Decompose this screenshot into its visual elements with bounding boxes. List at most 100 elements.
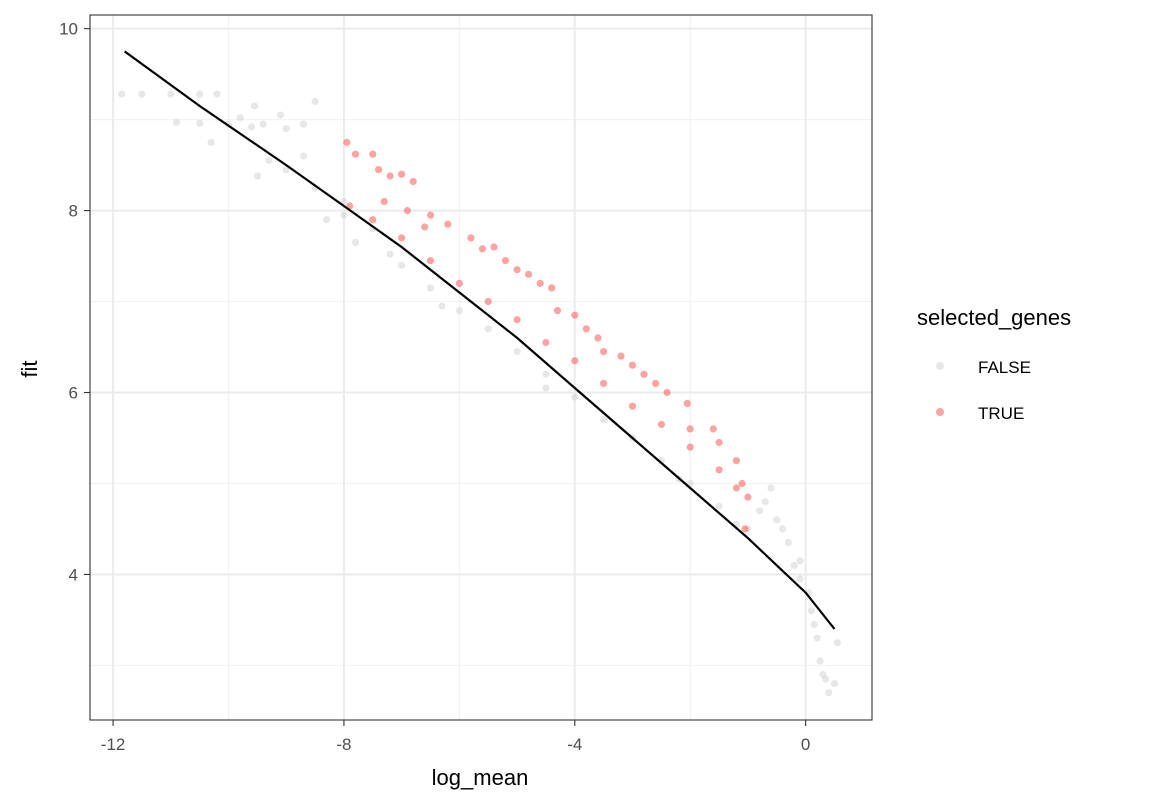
data-point-true bbox=[686, 443, 694, 451]
data-point-true bbox=[398, 170, 406, 178]
data-point-true bbox=[525, 270, 533, 278]
data-point-false bbox=[542, 370, 550, 378]
data-point-true bbox=[628, 361, 637, 369]
data-point-true bbox=[467, 234, 475, 242]
data-point-false bbox=[386, 250, 394, 258]
data-point-true bbox=[715, 466, 723, 474]
y-tick-label: 10 bbox=[59, 20, 78, 39]
data-point-true bbox=[369, 216, 377, 224]
data-point-true bbox=[683, 399, 691, 407]
minor-gridlines bbox=[90, 15, 872, 720]
data-point-false bbox=[822, 675, 830, 683]
data-point-false bbox=[207, 138, 215, 146]
data-point-true bbox=[421, 223, 429, 231]
data-point-true bbox=[351, 150, 360, 158]
data-point-false bbox=[438, 302, 446, 310]
data-point-true bbox=[386, 172, 394, 180]
series-true-points bbox=[343, 138, 752, 533]
x-axis-ticks: -12 -8 -4 0 bbox=[101, 720, 810, 754]
data-point-true bbox=[369, 150, 377, 158]
legend-label-false: FALSE bbox=[978, 358, 1031, 377]
data-point-true bbox=[600, 379, 608, 387]
data-point-false bbox=[796, 575, 804, 583]
data-point-false bbox=[196, 90, 204, 98]
data-point-true bbox=[686, 425, 694, 433]
x-tick-label: -8 bbox=[336, 735, 351, 754]
data-point-false bbox=[351, 238, 360, 246]
data-point-false bbox=[265, 156, 273, 165]
data-point-true bbox=[380, 197, 388, 206]
data-point-true bbox=[657, 420, 666, 428]
data-point-true bbox=[582, 325, 590, 333]
data-point-true bbox=[548, 284, 556, 292]
data-point-true bbox=[343, 138, 351, 146]
data-point-false bbox=[825, 689, 833, 697]
data-point-true bbox=[663, 388, 671, 397]
data-point-true bbox=[640, 370, 648, 378]
data-point-false bbox=[807, 607, 816, 615]
data-point-true bbox=[542, 338, 550, 347]
data-point-true bbox=[513, 316, 521, 324]
data-point-false bbox=[761, 498, 769, 506]
y-axis-ticks: 4 6 8 10 bbox=[59, 20, 90, 584]
legend-label-true: TRUE bbox=[978, 404, 1024, 423]
data-point-false bbox=[173, 118, 181, 126]
data-point-false bbox=[299, 152, 308, 160]
data-point-false bbox=[253, 172, 261, 180]
legend-key-false bbox=[936, 362, 944, 370]
data-point-true bbox=[501, 257, 510, 265]
data-point-false bbox=[796, 557, 804, 565]
data-point-true bbox=[455, 279, 463, 287]
data-point-true bbox=[594, 334, 602, 342]
data-point-false bbox=[810, 620, 818, 629]
data-point-false bbox=[830, 680, 839, 688]
data-point-true bbox=[513, 266, 521, 274]
data-point-false bbox=[282, 125, 290, 133]
data-point-false bbox=[250, 102, 259, 110]
data-point-true bbox=[709, 425, 717, 433]
data-point-false bbox=[455, 307, 463, 315]
data-point-false bbox=[213, 90, 221, 98]
y-tick-label: 8 bbox=[69, 202, 78, 221]
y-axis-title: fit bbox=[17, 360, 42, 377]
plot-panel-background bbox=[90, 15, 872, 720]
data-point-false bbox=[571, 393, 579, 401]
data-point-false bbox=[767, 484, 775, 492]
data-point-false bbox=[755, 507, 764, 515]
data-point-true bbox=[571, 357, 579, 365]
x-tick-label: -4 bbox=[567, 735, 582, 754]
data-point-true bbox=[409, 177, 417, 186]
data-point-true bbox=[571, 311, 579, 319]
data-point-false bbox=[340, 197, 348, 206]
data-point-false bbox=[138, 90, 146, 98]
data-point-false bbox=[773, 516, 781, 524]
data-point-false bbox=[282, 166, 290, 174]
data-point-true bbox=[715, 438, 723, 447]
data-point-false bbox=[340, 211, 348, 219]
x-tick-label: -12 bbox=[101, 735, 126, 754]
data-point-true bbox=[536, 279, 544, 287]
data-point-true bbox=[426, 211, 435, 219]
plot-panel-border bbox=[89, 14, 873, 721]
legend-key-true bbox=[936, 408, 944, 416]
data-point-false bbox=[778, 525, 787, 533]
data-point-false bbox=[323, 216, 331, 224]
data-point-false bbox=[816, 657, 824, 665]
major-gridlines bbox=[90, 15, 872, 720]
data-point-true bbox=[426, 257, 435, 265]
data-point-false bbox=[311, 97, 319, 105]
data-point-false bbox=[715, 502, 723, 510]
data-point-true bbox=[732, 484, 741, 492]
y-tick-label: 4 bbox=[69, 565, 78, 584]
data-point-false bbox=[196, 119, 204, 127]
data-point-true bbox=[652, 379, 660, 387]
legend-title: selected_genes bbox=[917, 305, 1071, 330]
data-point-false bbox=[784, 539, 792, 547]
data-point-true bbox=[600, 348, 608, 356]
series-false-points bbox=[118, 90, 842, 697]
data-point-false bbox=[790, 561, 798, 570]
data-point-false bbox=[118, 90, 126, 98]
data-point-false bbox=[248, 123, 256, 131]
data-point-true bbox=[398, 234, 406, 242]
